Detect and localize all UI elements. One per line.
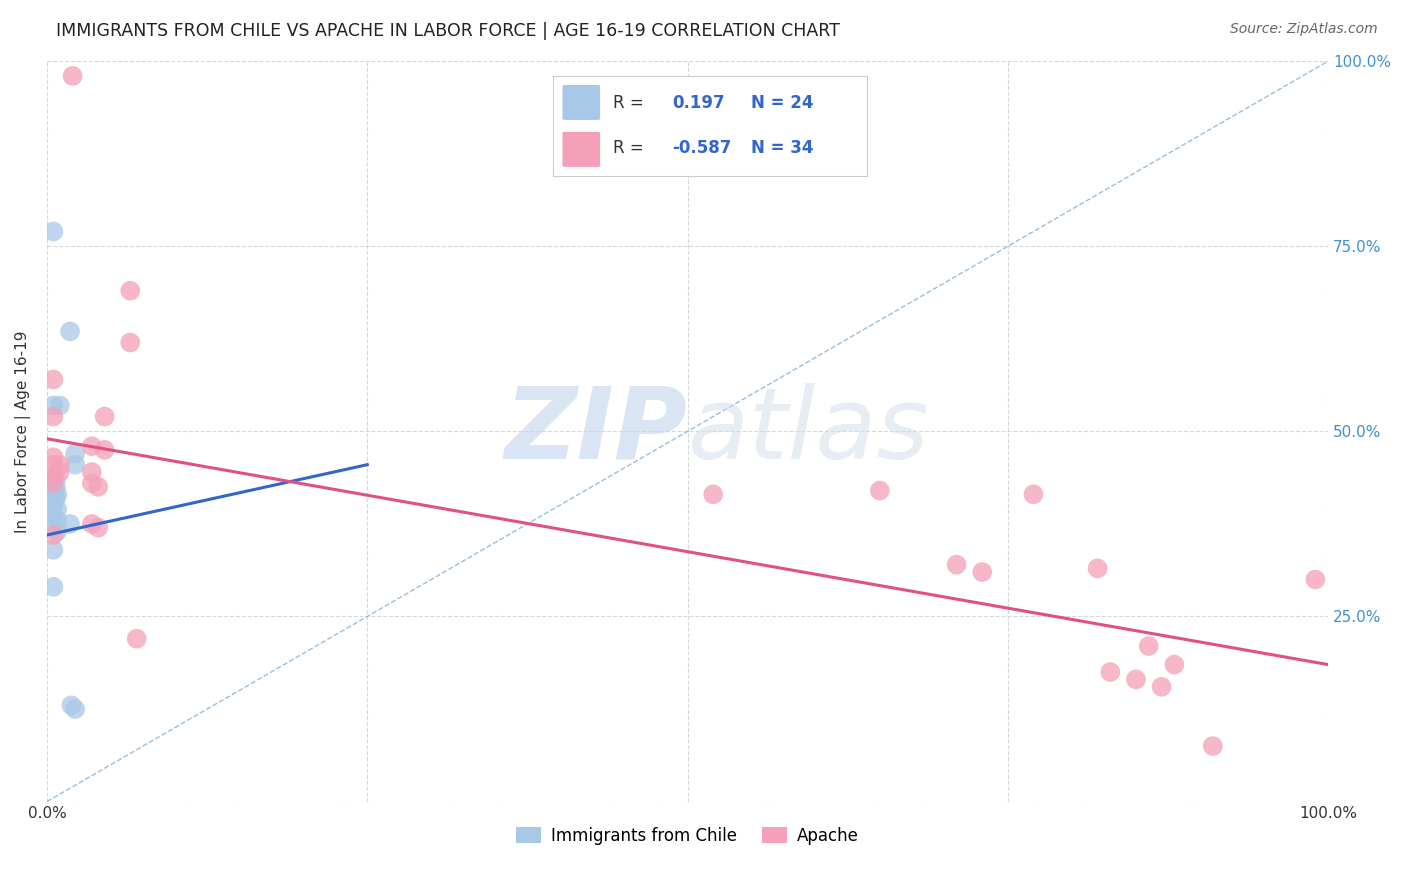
Point [49, 465, 72, 479]
Point [42, 483, 65, 498]
Text: atlas: atlas [688, 383, 929, 480]
Y-axis label: In Labor Force | Age 16-19: In Labor Force | Age 16-19 [15, 330, 31, 533]
Point [63, 446, 86, 460]
Point [45, 491, 67, 505]
Point [63, 458, 86, 472]
Point [59, 325, 82, 339]
Point [42, 409, 65, 424]
Point [972, 565, 994, 579]
Point [1137, 639, 1160, 653]
Point [93, 442, 115, 457]
Point [80, 476, 103, 491]
Point [1150, 680, 1173, 694]
Point [45, 473, 67, 487]
Point [42, 476, 65, 491]
Point [42, 372, 65, 386]
Point [87, 520, 110, 534]
Point [1305, 573, 1327, 587]
Point [80, 439, 103, 453]
Point [46, 513, 69, 527]
Point [42, 542, 65, 557]
Text: Source: ZipAtlas.com: Source: ZipAtlas.com [1230, 22, 1378, 37]
Legend: Immigrants from Chile, Apache: Immigrants from Chile, Apache [516, 827, 859, 845]
Point [80, 516, 103, 531]
Point [42, 468, 65, 483]
Point [42, 224, 65, 238]
Point [1099, 665, 1122, 679]
Point [42, 509, 65, 524]
Point [1125, 673, 1147, 687]
Point [42, 528, 65, 542]
Point [46, 502, 69, 516]
Point [42, 399, 65, 413]
Point [1202, 739, 1225, 753]
Point [42, 516, 65, 531]
Point [120, 335, 142, 350]
Point [63, 702, 86, 716]
Point [87, 480, 110, 494]
Point [62, 69, 84, 83]
Point [869, 483, 891, 498]
Point [49, 399, 72, 413]
Point [42, 499, 65, 513]
Point [42, 458, 65, 472]
Point [120, 284, 142, 298]
Point [1163, 657, 1185, 672]
Point [945, 558, 967, 572]
Point [42, 580, 65, 594]
Point [42, 473, 65, 487]
Point [80, 465, 103, 479]
Point [93, 409, 115, 424]
Point [42, 450, 65, 465]
Point [45, 480, 67, 494]
Point [59, 516, 82, 531]
Point [46, 524, 69, 539]
Point [42, 468, 65, 483]
Point [1087, 561, 1109, 575]
Text: ZIP: ZIP [505, 383, 688, 480]
Point [60, 698, 83, 713]
Point [702, 487, 724, 501]
Point [46, 487, 69, 501]
Point [1022, 487, 1045, 501]
Text: IMMIGRANTS FROM CHILE VS APACHE IN LABOR FORCE | AGE 16-19 CORRELATION CHART: IMMIGRANTS FROM CHILE VS APACHE IN LABOR… [56, 22, 841, 40]
Point [125, 632, 148, 646]
Point [49, 458, 72, 472]
